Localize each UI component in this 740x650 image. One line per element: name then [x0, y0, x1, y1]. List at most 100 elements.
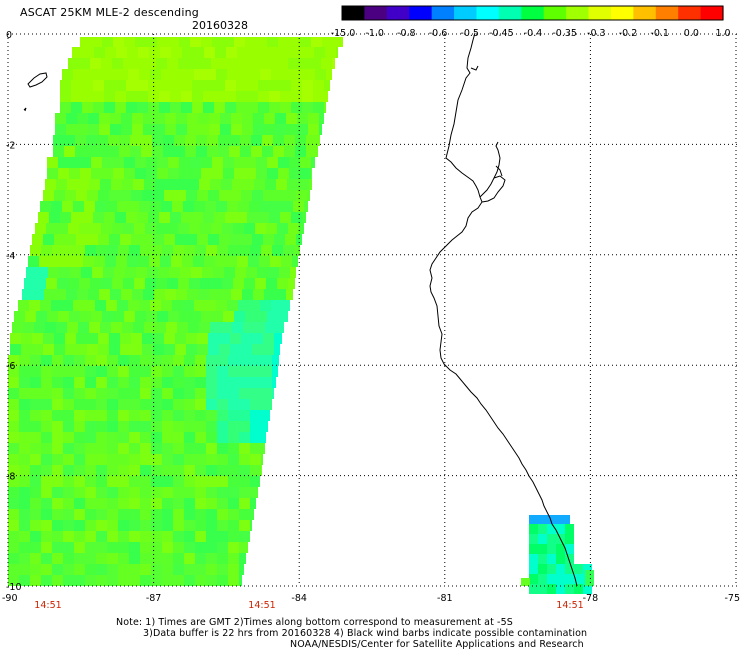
colorbar-swatch	[655, 6, 679, 20]
swath-cell	[258, 80, 269, 91]
swath-cell	[19, 476, 30, 487]
swath-cell	[41, 454, 52, 465]
swath-cell	[153, 333, 164, 344]
swath-cell	[116, 47, 127, 58]
swath-cell	[102, 311, 113, 322]
swath-cell	[30, 399, 41, 410]
swath-cell	[165, 113, 176, 124]
swath-cell	[311, 168, 312, 179]
swath-cell	[85, 509, 96, 520]
swath-cell	[69, 311, 80, 322]
swath-cell	[286, 289, 293, 300]
swath-cell	[63, 498, 74, 509]
swath-cell	[107, 542, 118, 553]
swath-cell	[74, 377, 85, 388]
swath-cell	[236, 102, 247, 113]
swath-cell	[184, 245, 195, 256]
swath-cell	[52, 366, 63, 377]
swath-cell	[180, 267, 191, 278]
swath-cell	[289, 37, 300, 47]
swath-cell	[245, 37, 256, 47]
swath-cell	[239, 487, 250, 498]
swath-cell	[141, 146, 152, 157]
swath-cell	[206, 410, 217, 421]
swath-cell	[171, 47, 182, 58]
swath-cell	[206, 388, 217, 399]
swath-cell	[157, 311, 168, 322]
swath-cell	[118, 564, 129, 575]
swath-cell	[96, 542, 107, 553]
swath-cell	[107, 498, 118, 509]
swath-cell	[118, 553, 129, 564]
swath-cell	[261, 366, 272, 377]
swath-cell	[52, 432, 63, 443]
swath-cell	[244, 278, 255, 289]
swath-cell	[107, 487, 118, 498]
swath-cell	[162, 564, 173, 575]
swath-cell	[19, 410, 30, 421]
swath-cell	[72, 47, 83, 58]
swath-cell	[308, 124, 319, 135]
swath-cell	[19, 465, 30, 476]
swath-cell	[274, 190, 285, 201]
swath-cell	[217, 399, 228, 410]
swath-cell	[179, 157, 190, 168]
swath-cell	[151, 498, 162, 509]
swath-cell	[145, 223, 156, 234]
axis-tick-labels: 0 -2 -4 -6 -8 -10-90 -87 -84 -81 -78 -75 14:51 14:51…	[2, 30, 740, 611]
swath-cell	[118, 366, 129, 377]
swath-cell	[173, 388, 184, 399]
swath-cell	[41, 520, 52, 531]
swath-cell	[41, 388, 52, 399]
swath-cell	[282, 300, 290, 311]
swath-cell	[239, 421, 250, 432]
colorbar-label: -0.8	[397, 28, 416, 39]
swath-cell	[228, 476, 239, 487]
swath-cell	[30, 377, 41, 388]
swath-cell	[166, 179, 177, 190]
swath-cell	[110, 289, 121, 300]
swath-cell	[244, 223, 255, 234]
swath-cell	[272, 377, 276, 388]
swath-cell	[129, 520, 140, 531]
swath-cell	[41, 245, 52, 256]
swath-cell	[281, 256, 292, 267]
swath-cell	[241, 344, 252, 355]
swath-cell	[8, 454, 19, 465]
swath-cell	[232, 179, 243, 190]
latitude-tick-label: -10	[6, 582, 22, 593]
latitude-tick-label: -6	[6, 361, 15, 372]
swath-cell	[43, 234, 54, 245]
swath-cell	[119, 135, 130, 146]
swath-cell	[140, 388, 151, 399]
swath-cell	[156, 223, 167, 234]
swath-cell	[304, 201, 308, 212]
swath-cell	[18, 300, 29, 311]
swath-cell	[71, 91, 82, 102]
swath-cell	[239, 476, 250, 487]
swath-cell	[332, 58, 335, 69]
swath-cell	[230, 333, 241, 344]
swath-cell	[333, 37, 343, 47]
swath-cell	[120, 333, 131, 344]
swath-cell	[71, 212, 82, 223]
pass-time-label: 14:51	[556, 600, 583, 611]
swath-cell	[151, 487, 162, 498]
swath-cell	[19, 487, 30, 498]
swath-cell	[184, 498, 195, 509]
swath-cell	[195, 564, 206, 575]
swath-cell	[30, 553, 41, 564]
longitude-tick-label: -75	[724, 593, 740, 604]
colorbar-swatch	[566, 6, 590, 20]
colorbar-label: -0.1	[650, 28, 669, 39]
swath-cell	[118, 399, 129, 410]
swath-cell	[286, 113, 297, 124]
swath-cell	[207, 146, 218, 157]
swath-cell	[41, 509, 52, 520]
swath-cell	[200, 278, 211, 289]
swath-cell	[547, 564, 556, 574]
swath-cell	[132, 124, 143, 135]
swath-cell	[151, 454, 162, 465]
swath-cell	[119, 146, 130, 157]
swath-cell	[240, 135, 251, 146]
